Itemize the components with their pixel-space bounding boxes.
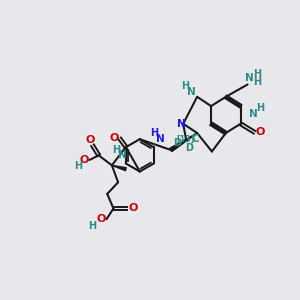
- Text: C: C: [192, 134, 200, 144]
- Text: H: H: [112, 145, 120, 155]
- Text: N: N: [156, 134, 164, 144]
- Text: O: O: [128, 203, 137, 214]
- Text: N: N: [187, 87, 196, 97]
- Text: H: H: [150, 128, 158, 138]
- Text: [13]: [13]: [176, 135, 195, 144]
- Text: O: O: [110, 134, 119, 143]
- Text: N: N: [176, 119, 185, 129]
- Polygon shape: [170, 133, 197, 152]
- Text: H: H: [182, 81, 190, 91]
- Text: H: H: [74, 161, 82, 171]
- Text: O: O: [255, 127, 265, 137]
- Text: N: N: [245, 73, 254, 83]
- Text: H: H: [253, 77, 261, 87]
- Text: D: D: [184, 143, 193, 153]
- Text: O: O: [79, 155, 89, 165]
- Text: O: O: [85, 135, 95, 145]
- Text: H: H: [253, 69, 261, 79]
- Text: N: N: [249, 109, 257, 119]
- Text: O: O: [96, 214, 106, 224]
- Polygon shape: [112, 165, 126, 171]
- Text: N: N: [118, 150, 126, 160]
- Text: H: H: [256, 103, 264, 113]
- Text: H: H: [88, 221, 97, 231]
- Text: D: D: [173, 138, 181, 148]
